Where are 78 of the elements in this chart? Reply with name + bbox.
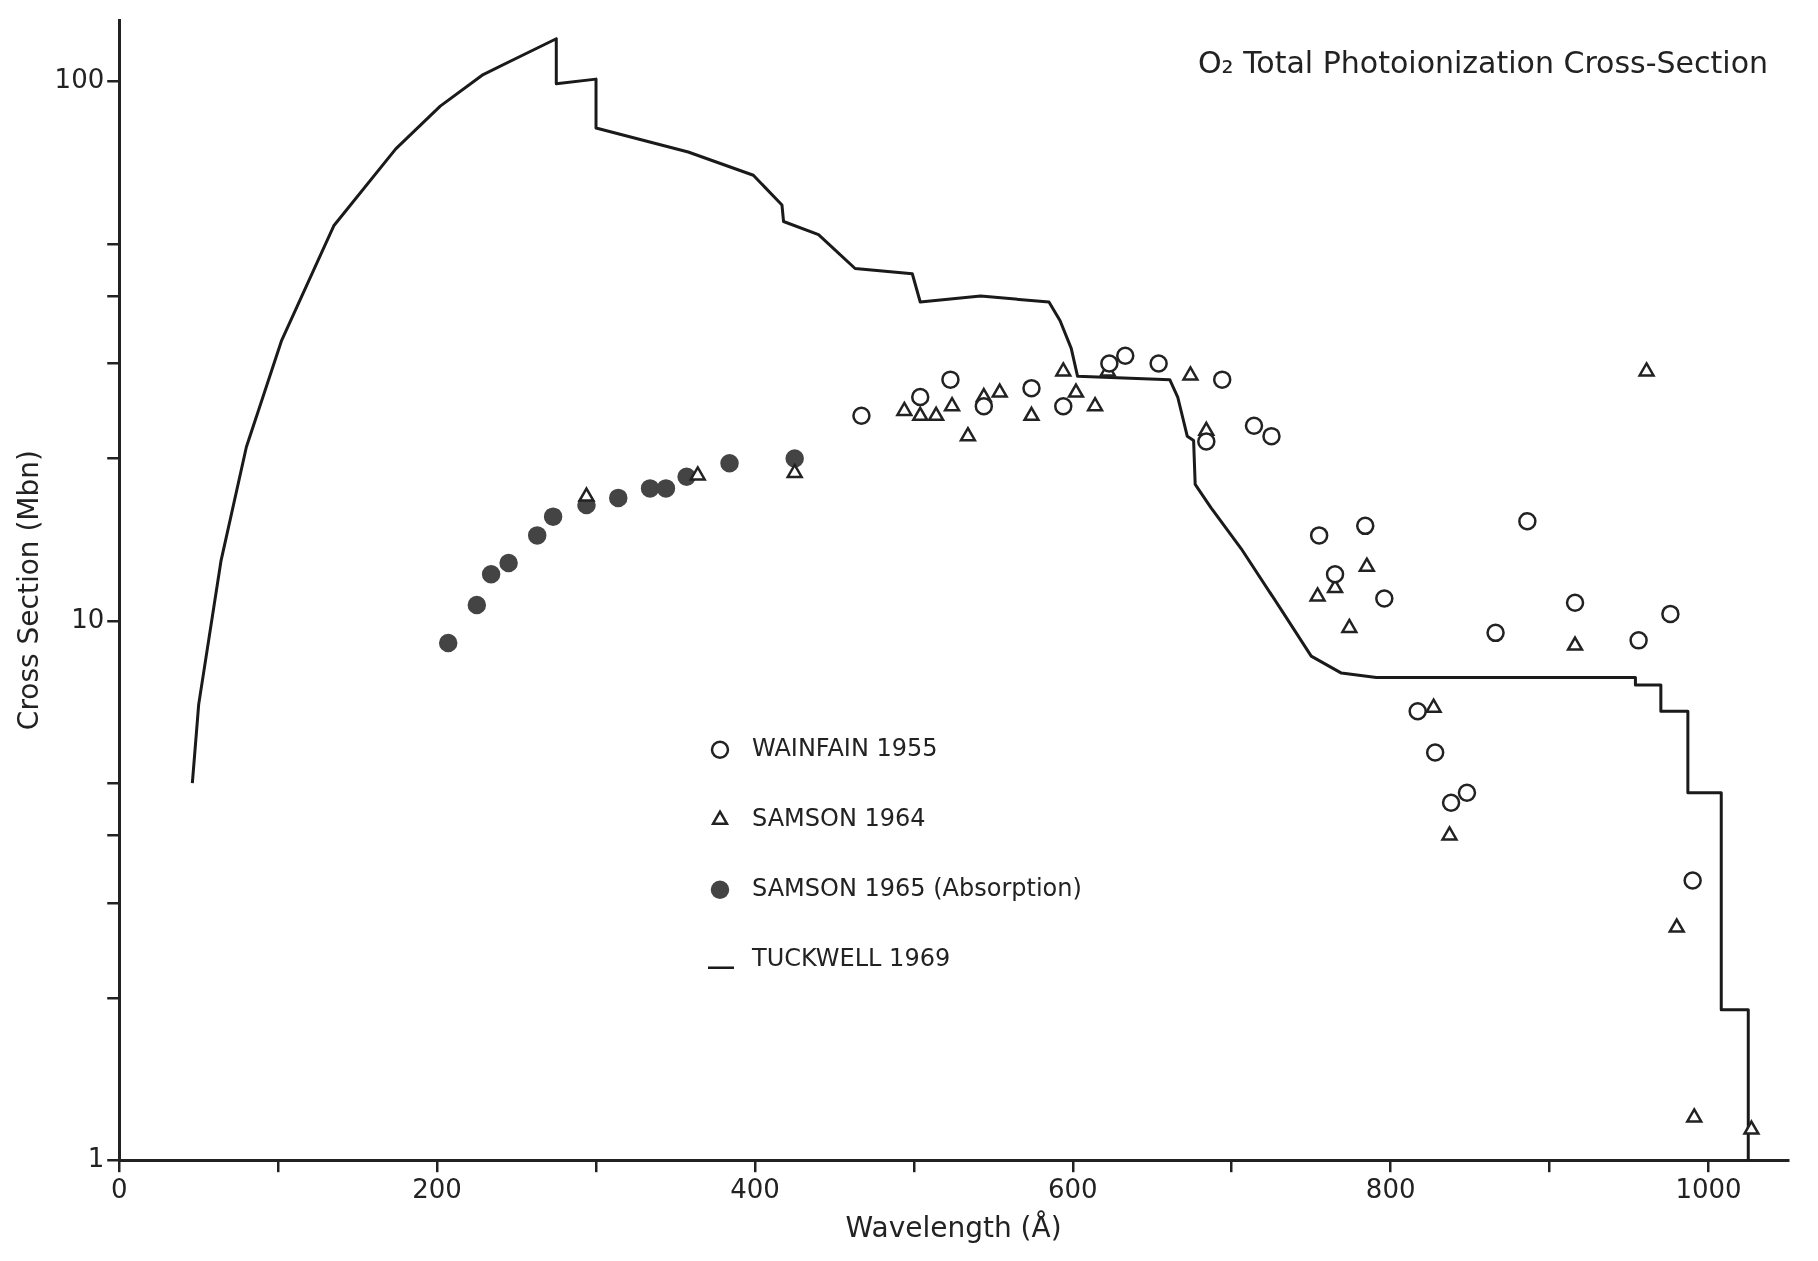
point <box>689 466 706 481</box>
point <box>1244 416 1264 435</box>
point <box>1262 426 1281 446</box>
point <box>910 387 930 407</box>
point <box>1565 593 1585 613</box>
point <box>1197 432 1216 451</box>
point <box>578 487 595 502</box>
point <box>499 553 518 573</box>
legend-label: SAMSON 1964 <box>751 803 926 832</box>
y-axis-title: Cross Section (Mbn) <box>12 450 46 731</box>
point <box>543 507 563 526</box>
point <box>991 383 1008 398</box>
point <box>959 426 977 442</box>
point <box>786 463 803 479</box>
point <box>1182 366 1199 381</box>
x-tick-label: 200 <box>412 1173 462 1204</box>
point <box>1638 362 1655 377</box>
point <box>1375 589 1394 608</box>
point <box>467 595 487 615</box>
point <box>1441 793 1461 812</box>
point <box>640 479 660 498</box>
point <box>896 401 913 417</box>
point <box>527 526 547 545</box>
point <box>1686 1108 1703 1123</box>
point <box>1668 918 1685 933</box>
point <box>1067 383 1085 398</box>
point <box>1441 826 1458 841</box>
point <box>609 488 628 508</box>
x-tick-label: 400 <box>730 1173 780 1204</box>
point <box>1425 698 1442 713</box>
point <box>1683 871 1702 890</box>
point <box>974 396 994 416</box>
point <box>1022 378 1041 398</box>
point <box>1309 526 1329 545</box>
point <box>656 479 676 498</box>
point <box>1743 1120 1760 1135</box>
point <box>1054 396 1073 416</box>
y-tick-label: 10 <box>71 603 105 634</box>
y-tick-label: 1 <box>87 1142 105 1173</box>
point <box>1408 701 1427 721</box>
point <box>481 565 501 584</box>
legend-label: TUCKWELL 1969 <box>750 943 951 972</box>
point <box>927 406 945 421</box>
point <box>1023 406 1040 421</box>
point <box>1425 743 1445 762</box>
point <box>1325 565 1345 584</box>
point <box>785 449 804 468</box>
point <box>1212 370 1232 389</box>
point <box>438 633 458 653</box>
point <box>1457 783 1477 803</box>
legend-label: SAMSON 1965 (Absorption) <box>751 873 1082 902</box>
point <box>1341 618 1358 634</box>
point <box>852 406 871 425</box>
point <box>1518 511 1537 531</box>
point <box>1486 623 1505 643</box>
legend-label: WAINFAIN 1955 <box>751 733 938 762</box>
point <box>1100 354 1119 373</box>
point <box>1309 587 1326 602</box>
point <box>941 370 960 389</box>
point <box>1149 354 1168 373</box>
x-tick-label: 800 <box>1365 1173 1416 1204</box>
point <box>1661 604 1680 624</box>
point <box>1055 362 1072 377</box>
point <box>1358 557 1376 572</box>
point <box>1355 516 1375 536</box>
point <box>1629 631 1648 650</box>
point <box>720 453 739 473</box>
x-tick-label: 600 <box>1047 1173 1098 1204</box>
x-tick-label: 1000 <box>1675 1173 1742 1204</box>
x-axis-title: Wavelength (Å) <box>845 1210 1062 1245</box>
point <box>1566 636 1584 651</box>
point <box>912 406 929 421</box>
point <box>943 396 961 412</box>
y-tick-label: 100 <box>54 64 105 95</box>
point <box>1116 346 1135 366</box>
x-tick-label: 0 <box>110 1173 128 1204</box>
text: O₂ Total Photoionization Cross-Section <box>1197 44 1768 80</box>
point <box>1086 396 1104 412</box>
